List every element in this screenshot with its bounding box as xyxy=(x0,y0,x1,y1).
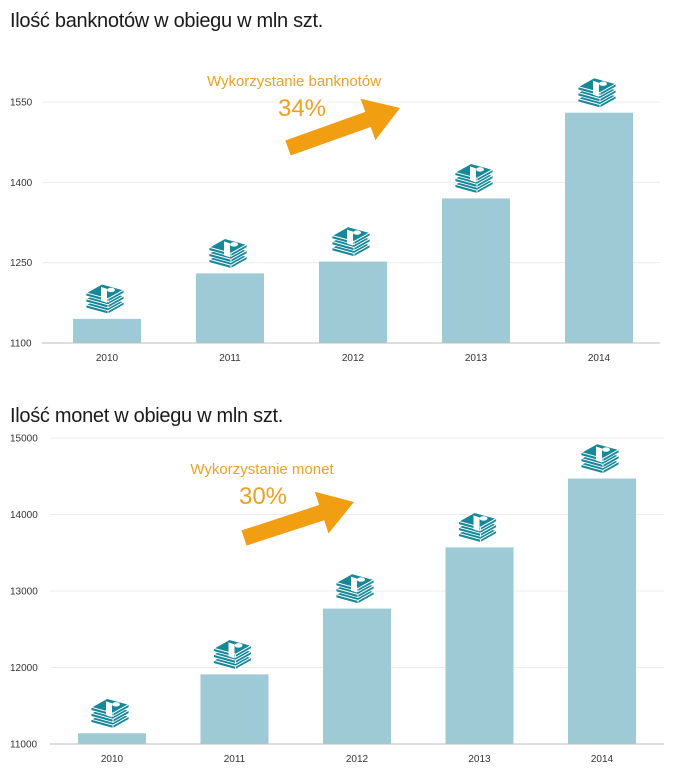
banknote-stack-icon xyxy=(330,225,372,258)
coins-chart: Ilość monet w obiegu w mln szt. 11000 120… xyxy=(0,398,676,768)
y-tick-label: 1100 xyxy=(10,339,32,350)
x-tick-label: 2010 xyxy=(101,754,124,765)
x-tick-label: 2011 xyxy=(224,754,246,765)
banknotes-chart: Ilość banknotów w obiegu w mln szt. 1100… xyxy=(10,10,660,364)
x-tick-label: 2013 xyxy=(468,754,491,765)
banknote-stack-icon xyxy=(576,77,618,109)
annotation-value: 34% xyxy=(278,95,326,122)
banknote-stack-icon xyxy=(207,237,249,270)
chart-title: Ilość monet w obiegu w mln szt. xyxy=(10,405,284,427)
y-tick-label: 12000 xyxy=(10,663,38,674)
banknote-stack-icon xyxy=(334,572,376,605)
bar-2013 xyxy=(442,198,510,343)
banknote-stack-icon xyxy=(453,162,495,195)
y-tick-label: 1400 xyxy=(10,178,33,189)
x-tick-label: 2011 xyxy=(219,353,241,364)
banknote-stack-icon xyxy=(89,697,131,729)
x-tick-label: 2013 xyxy=(465,353,488,364)
banknote-stack-icon xyxy=(211,638,254,671)
y-tick-label: 15000 xyxy=(10,434,38,445)
y-tick-label: 11000 xyxy=(10,740,38,751)
trend-arrow-icon xyxy=(285,98,400,156)
bar-2014 xyxy=(568,478,636,744)
banknote-stack-icon xyxy=(456,511,499,544)
bar-2012 xyxy=(323,608,391,744)
bar-2014 xyxy=(565,112,633,343)
x-tick-label: 2014 xyxy=(591,754,614,765)
x-tick-label: 2014 xyxy=(588,353,611,364)
banknotes-plot: 1100 1250 1400 1550 2010 2011 2012 2013 2014 Wyko… xyxy=(10,73,660,364)
coins-plot: 11000 12000 13000 14000 15000 2010 2011 2012 201… xyxy=(10,434,664,765)
y-tick-label: 13000 xyxy=(10,587,38,598)
annotation-label: Wykorzystanie monet xyxy=(190,461,334,478)
annotation-label: Wykorzystanie banknotów xyxy=(207,73,381,90)
y-tick-label: 1250 xyxy=(10,258,33,269)
bar-2011 xyxy=(196,273,264,343)
annotation-value: 30% xyxy=(239,483,287,510)
banknote-stack-icon xyxy=(84,283,126,315)
bar-2010 xyxy=(78,733,146,744)
y-tick-label: 1550 xyxy=(10,98,33,109)
x-tick-label: 2010 xyxy=(96,353,119,364)
bar-2012 xyxy=(319,261,387,343)
bar-2010 xyxy=(73,318,141,343)
bar-2013 xyxy=(445,547,514,744)
y-tick-label: 14000 xyxy=(10,510,38,521)
x-tick-label: 2012 xyxy=(342,353,365,364)
chart-title: Ilość banknotów w obiegu w mln szt. xyxy=(10,10,323,32)
banknote-stack-icon xyxy=(579,442,621,475)
bar-2011 xyxy=(200,674,269,744)
trend-arrow-icon xyxy=(241,491,354,546)
x-tick-label: 2012 xyxy=(346,754,369,765)
